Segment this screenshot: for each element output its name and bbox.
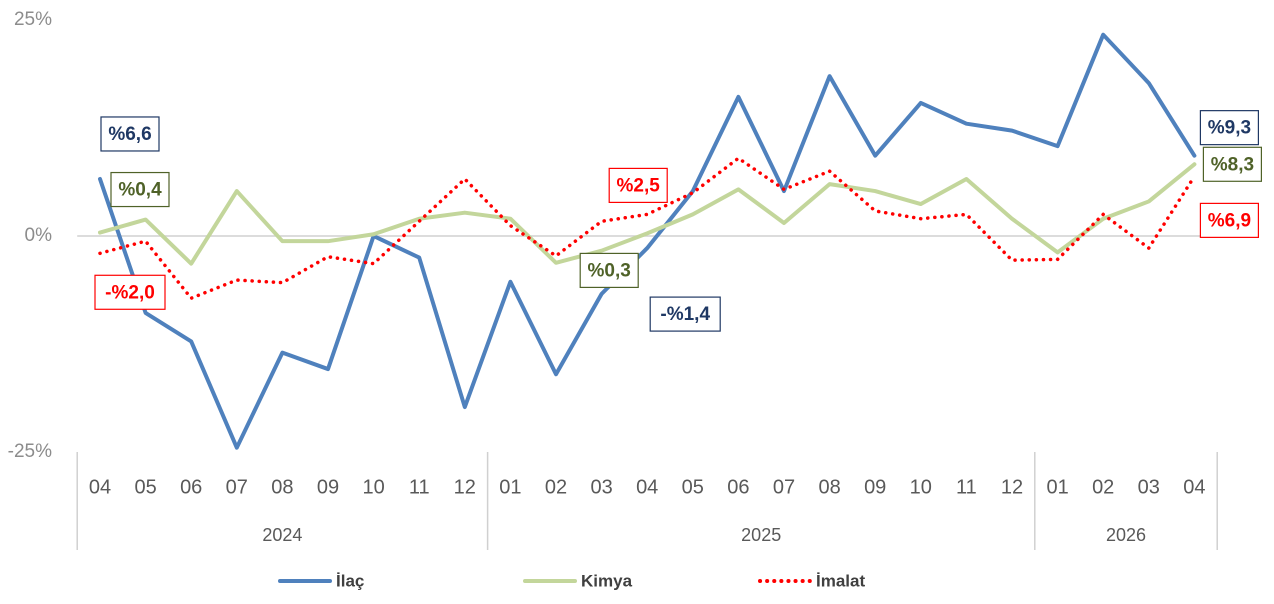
data-label: %6,9 — [1208, 210, 1251, 231]
x-tick-label: 11 — [956, 476, 977, 498]
x-tick-label: 03 — [1138, 476, 1160, 498]
data-label-box — [94, 274, 166, 310]
x-tick-label: 05 — [682, 476, 704, 498]
x-tick-label: 07 — [226, 476, 248, 498]
legend-label: İlaç — [336, 571, 364, 590]
data-label: %0,3 — [588, 260, 631, 281]
group-label: 2025 — [741, 525, 781, 545]
series-line — [98, 32, 1197, 450]
data-label: %0,4 — [118, 180, 162, 201]
x-tick-label: 04 — [636, 476, 658, 498]
data-label: %8,3 — [1211, 154, 1254, 175]
data-label: %2,5 — [617, 175, 661, 196]
data-label-box — [649, 296, 721, 332]
x-tick-label: 09 — [317, 476, 339, 498]
data-label: -%2,0 — [105, 282, 155, 303]
x-tick-label: 02 — [545, 476, 567, 498]
data-label-box — [608, 167, 668, 203]
x-tick-label: 09 — [864, 476, 886, 498]
x-tick-label: 06 — [727, 476, 749, 498]
series-line — [98, 162, 1197, 266]
y-tick-label: 0% — [25, 225, 53, 246]
x-tick-label: 10 — [362, 476, 384, 498]
data-label-box — [100, 116, 160, 152]
data-label-box — [110, 171, 170, 208]
data-label-box — [1199, 110, 1260, 146]
data-label: %9,3 — [1208, 118, 1251, 139]
x-tick-label: 07 — [773, 476, 795, 498]
group-label: 2026 — [1106, 525, 1146, 545]
series-line — [98, 156, 1197, 300]
x-tick-label: 08 — [818, 476, 840, 498]
x-tick-label: 12 — [454, 476, 476, 498]
x-tick-label: 01 — [1046, 476, 1068, 498]
x-tick-label: 05 — [134, 476, 156, 498]
legend-label: İmalat — [816, 571, 865, 590]
data-label: -%1,4 — [660, 304, 710, 325]
x-tick-label: 04 — [89, 476, 111, 498]
x-tick-label: 12 — [1001, 476, 1023, 498]
x-tick-label: 01 — [499, 476, 521, 498]
x-tick-label: 08 — [271, 476, 293, 498]
x-tick-label: 06 — [180, 476, 202, 498]
group-label: 2024 — [262, 525, 302, 545]
y-tick-label: -25% — [8, 441, 52, 462]
data-label: %6,6 — [108, 124, 151, 145]
legend-label: Kimya — [581, 571, 633, 590]
x-tick-label: 10 — [910, 476, 932, 498]
x-tick-label: 03 — [590, 476, 612, 498]
y-tick-label: 25% — [14, 9, 52, 30]
x-tick-label: 02 — [1092, 476, 1114, 498]
data-label-box — [1199, 202, 1260, 238]
data-label-box — [579, 252, 639, 289]
x-tick-label: 11 — [409, 476, 430, 498]
x-tick-label: 04 — [1183, 476, 1205, 498]
data-label-box — [1202, 146, 1263, 182]
